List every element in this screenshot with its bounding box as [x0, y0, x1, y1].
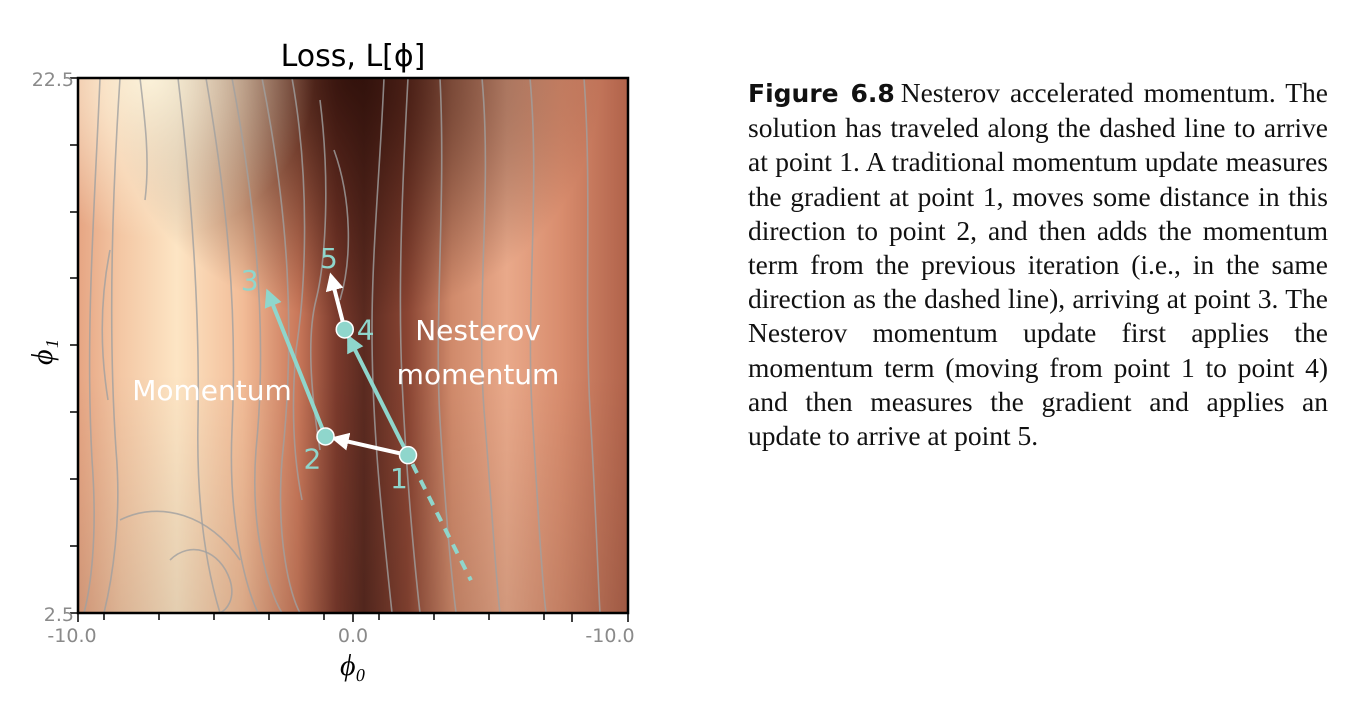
contour-lines [83, 78, 601, 613]
point-4-marker [335, 320, 354, 339]
caption-text: Nesterov accelerated momentum. The solut… [748, 77, 1328, 452]
point-2-marker [316, 427, 335, 446]
momentum-step [264, 288, 325, 429]
figure-caption: Figure 6.8 Nesterov accelerated momentum.… [748, 76, 1328, 453]
momentum-label: Momentum [132, 374, 292, 407]
xtick-label-right: -10.0 [585, 625, 634, 647]
x-axis-label: ϕ₀ [340, 649, 366, 682]
loss-plot: 22.5 2.5 -10.0 0.0 -10.0 Loss, L[ϕ] ϕ₀ ϕ… [26, 39, 635, 682]
y-axis-label: ϕ₁ [26, 339, 59, 365]
gradient-step-1-2 [330, 432, 400, 456]
nesterov-label-line2: momentum [397, 358, 560, 391]
ytick-label-top: 22.5 [32, 69, 74, 91]
point-4-label: 4 [357, 313, 375, 346]
ytick-label-bottom: 2.5 [44, 604, 74, 626]
nesterov-momentum-step [347, 334, 406, 449]
gradient-step-4-5 [325, 272, 345, 322]
caption-label: Figure 6.8 [748, 79, 895, 108]
plot-title: Loss, L[ϕ] [281, 39, 426, 74]
point-5-label: 5 [320, 242, 338, 275]
point-1-marker [398, 445, 418, 465]
dashed-history-line [410, 463, 473, 582]
nesterov-label-line1: Nesterov [415, 314, 541, 347]
axis-ticks [70, 77, 629, 622]
xtick-label-left: -10.0 [47, 625, 96, 647]
point-3-label: 3 [241, 264, 259, 297]
point-1-label: 1 [390, 462, 408, 495]
point-2-label: 2 [304, 442, 322, 475]
xtick-label-center: 0.0 [338, 625, 368, 647]
